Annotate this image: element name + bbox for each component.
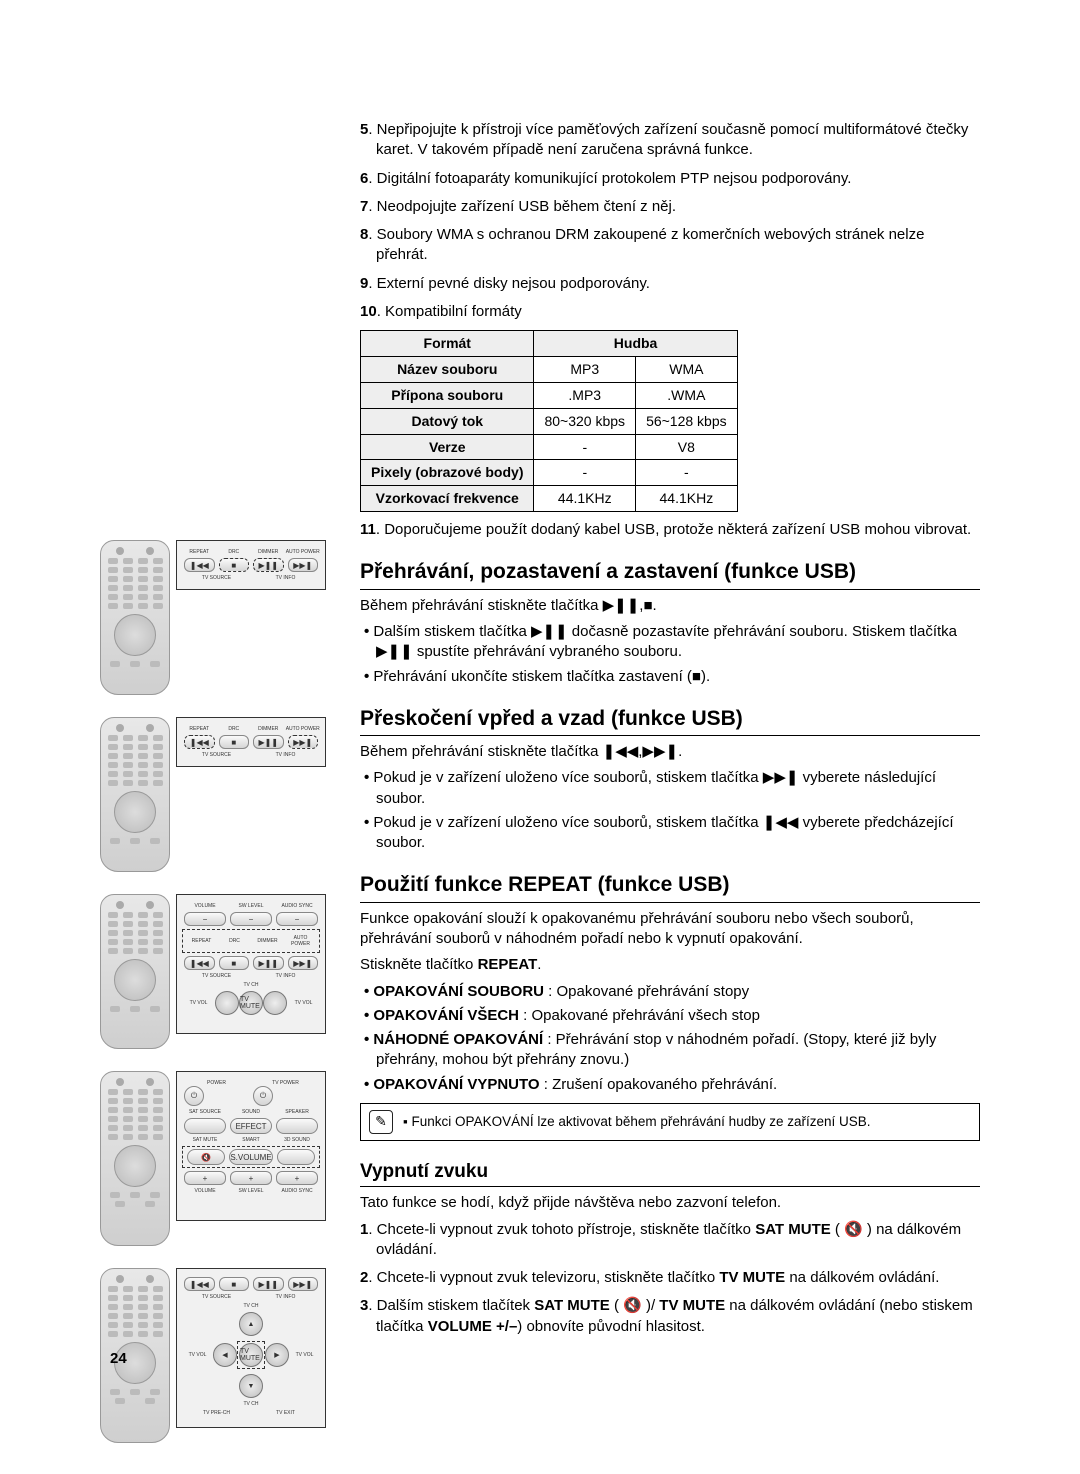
dpad-globe: [215, 991, 239, 1015]
mute-globe: TV MUTE: [239, 991, 263, 1015]
remote-fig-repeat: VOLUME SW LEVEL AUDIO SYNC − − − REPEAT …: [100, 894, 350, 1049]
label-drc: DRC: [217, 549, 252, 555]
heading-playback: Přehrávání, pozastavení a zastavení (fun…: [360, 558, 980, 589]
th-music: Hudba: [534, 331, 737, 357]
s3-repeat-all: OPAKOVÁNÍ VŠECH : Opakované přehrávání v…: [376, 1006, 980, 1026]
btn-skip-prev: ❚◀◀: [184, 558, 215, 572]
btn-skip-next: ▶▶❚: [288, 558, 319, 572]
s1-intro: Během přehrávání stiskněte tlačítka ▶❚❚,…: [360, 596, 980, 616]
s3-repeat-off: OPAKOVÁNÍ VYPNUTO : Zrušení opakovaného …: [376, 1075, 980, 1095]
zoom-skip: REPEAT DRC DIMMER AUTO POWER ❚◀◀ ■ ▶❚❚ ▶…: [176, 717, 326, 767]
heading-repeat: Použití funkce REPEAT (funkce USB): [360, 871, 980, 902]
effect-btn: EFFECT: [230, 1118, 272, 1134]
zoom-repeat: VOLUME SW LEVEL AUDIO SYNC − − − REPEAT …: [176, 894, 326, 1034]
heading-skip: Přeskočení vpřed a vzad (funkce USB): [360, 705, 980, 736]
heading-mute: Vypnutí zvuku: [360, 1159, 980, 1188]
tvmute-btn: TV MUTE: [239, 1343, 263, 1367]
remote-silhouette: [100, 540, 170, 695]
s4-step-3: 3. Dalším stiskem tlačítek SAT MUTE ( 🔇 …: [360, 1296, 980, 1337]
btn-stop-hl: ■: [219, 558, 250, 572]
page-number: 24: [110, 1350, 127, 1367]
satmute-btn: 🔇: [187, 1149, 225, 1165]
zoom-mute-bottom: ❚◀◀ ■ ▶❚❚ ▶▶❚ TV SOURCE TV INFO TV CH ▲ …: [176, 1268, 326, 1428]
th-format: Formát: [361, 331, 534, 357]
note-icon: ✎: [369, 1110, 393, 1134]
remote-fig-playback: REPEAT DRC DIMMER AUTO POWER ❚◀◀ ■ ▶❚❚ ▶…: [100, 540, 350, 695]
tvpower-btn: ⏻: [253, 1086, 273, 1106]
power-btn: ⏻: [184, 1086, 204, 1106]
remote-fig-mute-top: POWER ⏻ TV POWER ⏻ SAT SOURCE SOUND SPEA…: [100, 1071, 350, 1246]
s2-bullet-1: Pokud je v zařízení uloženo více souborů…: [376, 768, 980, 809]
label-autopower: AUTO POWER: [286, 549, 321, 555]
s2-intro: Během přehrávání stiskněte tlačítka ❚◀◀,…: [360, 742, 980, 762]
item-10: 10. Kompatibilní formáty: [360, 302, 980, 322]
remote-fig-skip: REPEAT DRC DIMMER AUTO POWER ❚◀◀ ■ ▶❚❚ ▶…: [100, 717, 350, 872]
item-5: 5. Nepřipojujte k přístroji více paměťov…: [360, 120, 980, 161]
label-tvsource: TV SOURCE: [182, 575, 251, 581]
btn-skip-prev-hl: ❚◀◀: [184, 735, 215, 749]
label-dimmer: DIMMER: [251, 549, 286, 555]
s3-repeat-random: NÁHODNÉ OPAKOVÁNÍ : Přehrávání stop v ná…: [376, 1030, 980, 1071]
item-8: 8. Soubory WMA s ochranou DRM zakoupené …: [360, 225, 980, 266]
label-tvinfo: TV INFO: [251, 575, 320, 581]
item-9: 9. Externí pevné disky nejsou podporován…: [360, 274, 980, 294]
zoom-transport: REPEAT DRC DIMMER AUTO POWER ❚◀◀ ■ ▶❚❚ ▶…: [176, 540, 326, 590]
s3-repeat-file: OPAKOVÁNÍ SOUBORU : Opakované přehrávání…: [376, 982, 980, 1002]
s3-intro2: Stiskněte tlačítko REPEAT.: [360, 955, 980, 975]
remote-fig-mute-bottom: ❚◀◀ ■ ▶❚❚ ▶▶❚ TV SOURCE TV INFO TV CH ▲ …: [100, 1268, 350, 1443]
btn-playpause-hl: ▶❚❚: [253, 558, 284, 572]
compat-table: Formát Hudba Název souboruMP3WMA Přípona…: [360, 330, 738, 512]
btn-skip-next-hl: ▶▶❚: [288, 735, 319, 749]
item-11: 11. Doporučujeme použít dodaný kabel USB…: [360, 520, 980, 540]
zoom-mute-top: POWER ⏻ TV POWER ⏻ SAT SOURCE SOUND SPEA…: [176, 1071, 326, 1221]
item-6: 6. Digitální fotoaparáty komunikující pr…: [360, 169, 980, 189]
s1-bullet-1: Dalším stiskem tlačítka ▶❚❚ dočasně poza…: [376, 622, 980, 663]
s4-step-1: 1. Chcete-li vypnout zvuk tohoto přístro…: [360, 1220, 980, 1261]
remote-silhouette: [100, 1071, 170, 1246]
svolume-btn: S.VOLUME: [229, 1149, 272, 1165]
dpad-globe: [263, 991, 287, 1015]
s1-bullet-2: Přehrávání ukončíte stiskem tlačítka zas…: [376, 667, 980, 687]
s2-bullet-2: Pokud je v zařízení uloženo více souborů…: [376, 813, 980, 854]
s3-intro1: Funkce opakování slouží k opakovanému př…: [360, 909, 980, 950]
label-repeat: REPEAT: [182, 549, 217, 555]
note-repeat: ✎ ▪ Funkci OPAKOVÁNÍ lze aktivovat během…: [360, 1103, 980, 1141]
s4-intro: Tato funkce se hodí, když přijde návštěv…: [360, 1193, 980, 1213]
remote-silhouette: [100, 894, 170, 1049]
item-7: 7. Neodpojujte zařízení USB během čtení …: [360, 197, 980, 217]
s4-step-2: 2. Chcete-li vypnout zvuk televizoru, st…: [360, 1268, 980, 1288]
remote-silhouette: [100, 717, 170, 872]
